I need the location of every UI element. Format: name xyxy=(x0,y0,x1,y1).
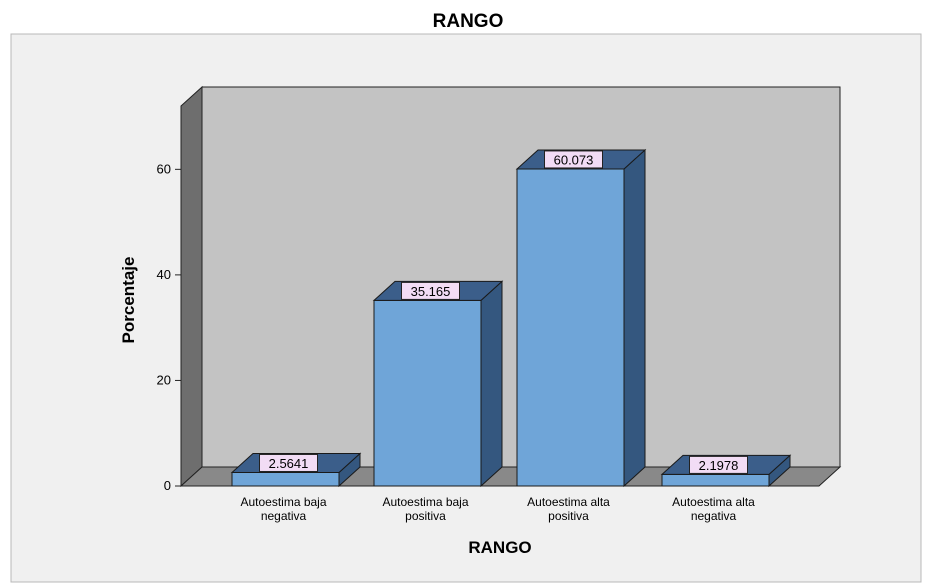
bar-front xyxy=(661,473,770,487)
x-category-label-line: Autoestima baja xyxy=(382,495,468,509)
plot-side-wall xyxy=(180,85,203,488)
x-axis-title: RANGO xyxy=(468,538,531,557)
bar: 60.073 xyxy=(515,148,647,488)
data-label: 35.165 xyxy=(411,284,451,299)
x-category-label-line: Autoestima alta xyxy=(672,495,755,509)
data-label: 2.1978 xyxy=(699,458,739,473)
bar: 2.1978 xyxy=(660,454,792,488)
bar: 35.165 xyxy=(372,280,504,488)
x-category-label: Autoestima baja positiva xyxy=(382,495,468,523)
y-tick-label: 40 xyxy=(157,267,171,282)
x-category-label: Autoestima alta positiva xyxy=(527,495,610,523)
y-tick-label: 0 xyxy=(164,478,171,493)
bar-front xyxy=(231,471,340,487)
plot-walls xyxy=(179,85,842,488)
data-label-box xyxy=(259,453,318,472)
bars: 2.5641 35.165 60.073 2.1978 xyxy=(230,148,792,488)
x-category-label-line: Autoestima alta xyxy=(527,495,610,509)
y-tick-label: 60 xyxy=(157,161,171,176)
y-axis: 0 20 40 60 xyxy=(157,106,182,493)
bar: 2.5641 xyxy=(230,452,362,488)
data-label: 2.5641 xyxy=(269,456,309,471)
data-label-box xyxy=(544,150,603,169)
x-category-label: Autoestima baja negativa xyxy=(240,495,326,523)
x-category-label: Autoestima alta negativa xyxy=(672,495,755,523)
y-tick-label: 20 xyxy=(157,372,171,387)
data-label-box xyxy=(689,455,748,474)
bar-front xyxy=(516,168,625,487)
x-category-label-line: Autoestima baja xyxy=(240,495,326,509)
data-label-box xyxy=(401,281,460,300)
x-category-label-line: positiva xyxy=(405,509,446,523)
data-label: 60.073 xyxy=(554,152,594,167)
y-axis-title: Porcentaje xyxy=(119,257,138,344)
bar-side xyxy=(480,280,503,488)
bar-side xyxy=(623,148,646,488)
chart-title: RANGO xyxy=(433,11,504,32)
x-category-label-line: negativa xyxy=(261,509,307,523)
x-category-label-line: positiva xyxy=(548,509,589,523)
x-category-label-line: negativa xyxy=(691,509,737,523)
bar-front xyxy=(373,299,482,487)
